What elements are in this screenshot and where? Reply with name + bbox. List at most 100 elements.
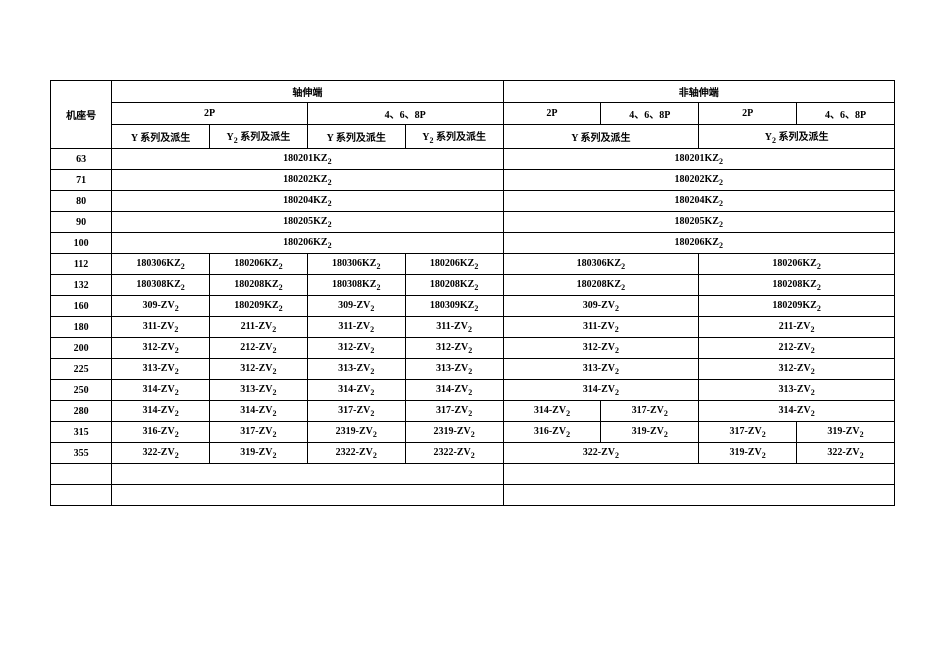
table-cell: 180206KZ2 [699,254,895,275]
table-cell: 212-ZV2 [210,338,308,359]
table-cell: 180205KZ2 [503,212,894,233]
table-cell: 312-ZV2 [699,359,895,380]
frame-number-cell: 160 [51,296,112,317]
table-cell: 2322-ZV2 [405,443,503,464]
table-cell: 2P [503,103,601,125]
table-cell: 314-ZV2 [699,401,895,422]
frame-number-cell: 132 [51,275,112,296]
table-cell [503,464,894,485]
table-cell: 314-ZV2 [112,401,210,422]
table-cell: Y 系列及派生 [112,125,210,149]
table-cell: 311-ZV2 [405,317,503,338]
table-cell: 2319-ZV2 [307,422,405,443]
table-cell: Y 系列及派生 [503,125,699,149]
header-non-shaft-end: 非轴伸端 [503,81,894,103]
table-cell: 314-ZV2 [307,380,405,401]
table-cell: 180202KZ2 [112,170,503,191]
table-cell: 4、6、8P [601,103,699,125]
table-cell: 180204KZ2 [503,191,894,212]
table-cell: 312-ZV2 [307,338,405,359]
table-cell: 311-ZV2 [307,317,405,338]
table-cell: 317-ZV2 [405,401,503,422]
table-cell: 312-ZV2 [210,359,308,380]
table-cell: 313-ZV2 [503,359,699,380]
table-cell: 2P [699,103,797,125]
table-cell: 180306KZ2 [503,254,699,275]
header-shaft-end: 轴伸端 [112,81,503,103]
frame-number-cell: 225 [51,359,112,380]
table-cell: 319-ZV2 [797,422,895,443]
frame-number-cell: 63 [51,149,112,170]
table-cell: 317-ZV2 [601,401,699,422]
bearing-spec-table: 机座号轴伸端非轴伸端2P4、6、8P2P4、6、8P2P4、6、8PY 系列及派… [50,80,895,506]
table-cell: 314-ZV2 [503,380,699,401]
table-cell: 2P [112,103,308,125]
table-cell: 313-ZV2 [307,359,405,380]
frame-number-cell: 100 [51,233,112,254]
table-cell: 180309KZ2 [405,296,503,317]
table-cell: 317-ZV2 [307,401,405,422]
row-header-cell: 机座号 [51,81,112,149]
frame-number-cell: 180 [51,317,112,338]
table-cell [112,464,503,485]
table-cell: 313-ZV2 [405,359,503,380]
table-cell [51,464,112,485]
table-cell: 313-ZV2 [112,359,210,380]
frame-number-cell: 280 [51,401,112,422]
table-cell: 313-ZV2 [210,380,308,401]
table-cell: 309-ZV2 [307,296,405,317]
table-cell: 317-ZV2 [699,422,797,443]
frame-number-cell: 112 [51,254,112,275]
table-cell: 180206KZ2 [405,254,503,275]
table-cell: 314-ZV2 [405,380,503,401]
table-cell: 180209KZ2 [210,296,308,317]
table-cell: 314-ZV2 [112,380,210,401]
table-cell: Y2 系列及派生 [699,125,895,149]
table-cell: 309-ZV2 [112,296,210,317]
table-cell: 316-ZV2 [503,422,601,443]
table-cell: 313-ZV2 [699,380,895,401]
table-cell: 180202KZ2 [503,170,894,191]
table-cell: 180206KZ2 [112,233,503,254]
table-cell: 311-ZV2 [503,317,699,338]
frame-number-cell: 250 [51,380,112,401]
table-cell [112,485,503,506]
frame-number-cell: 71 [51,170,112,191]
table-cell: 180209KZ2 [699,296,895,317]
frame-number-cell: 355 [51,443,112,464]
frame-number-cell: 200 [51,338,112,359]
frame-number-cell: 80 [51,191,112,212]
table-cell: 180308KZ2 [112,275,210,296]
table-cell: 2319-ZV2 [405,422,503,443]
table-cell: 180208KZ2 [503,275,699,296]
table-cell: 212-ZV2 [699,338,895,359]
table-cell: 211-ZV2 [210,317,308,338]
table-cell: 319-ZV2 [210,443,308,464]
table-cell: 314-ZV2 [210,401,308,422]
table-cell: 180206KZ2 [210,254,308,275]
table-cell: 180208KZ2 [699,275,895,296]
table-cell: 319-ZV2 [601,422,699,443]
table-cell: 322-ZV2 [797,443,895,464]
table-cell: 2322-ZV2 [307,443,405,464]
table-cell: 180306KZ2 [307,254,405,275]
table-cell: 180206KZ2 [503,233,894,254]
table-cell: 319-ZV2 [699,443,797,464]
table-cell: 4、6、8P [307,103,503,125]
table-cell: 180201KZ2 [112,149,503,170]
table-cell: 180201KZ2 [503,149,894,170]
table-cell: 180208KZ2 [210,275,308,296]
frame-number-cell: 90 [51,212,112,233]
table-cell: 312-ZV2 [112,338,210,359]
table-cell: 311-ZV2 [112,317,210,338]
table-cell [51,485,112,506]
table-cell: Y 系列及派生 [307,125,405,149]
table-cell: 4、6、8P [797,103,895,125]
table-cell: 180205KZ2 [112,212,503,233]
table-cell: 180306KZ2 [112,254,210,275]
table-cell: 317-ZV2 [210,422,308,443]
table-cell: 316-ZV2 [112,422,210,443]
frame-number-cell: 315 [51,422,112,443]
table-cell: 211-ZV2 [699,317,895,338]
table-cell: 180308KZ2 [307,275,405,296]
